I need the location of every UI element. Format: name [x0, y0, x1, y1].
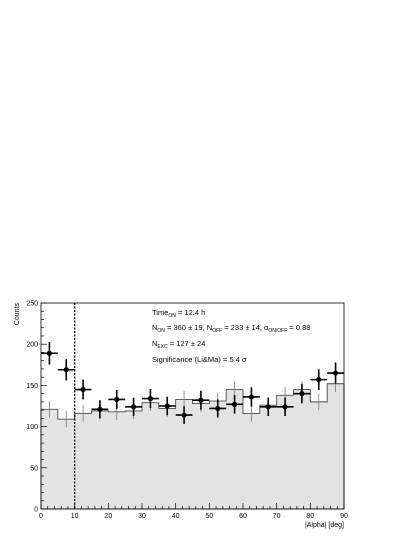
- on-marker: [198, 397, 204, 403]
- on-marker: [299, 391, 305, 397]
- on-data-point: [243, 387, 260, 407]
- on-marker: [181, 412, 187, 418]
- on-marker: [97, 406, 103, 412]
- on-data-point: [259, 397, 277, 416]
- annotation-time: TimeON = 12.4 h: [152, 308, 205, 319]
- on-data-point: [125, 397, 142, 416]
- x-tick-label: 10: [71, 513, 79, 520]
- y-axis-title: Counts: [14, 303, 21, 326]
- on-marker: [332, 370, 339, 376]
- on-data-point: [41, 341, 58, 365]
- y-tick-label: 150: [26, 383, 38, 390]
- x-tick-label: 80: [306, 513, 314, 520]
- off-histogram-area: [40, 383, 345, 510]
- x-axis: 0 10 20 30 40 50 60 70 80 90: [39, 503, 348, 520]
- on-data-points: [41, 341, 344, 424]
- annotation-excess: NEXC = 127 ± 24: [152, 339, 205, 350]
- on-data-point: [57, 359, 75, 381]
- on-data-point: [108, 389, 126, 409]
- x-tick-label: 60: [239, 513, 247, 520]
- on-marker: [215, 405, 221, 412]
- off-histogram: [40, 375, 345, 510]
- stats-annotation: TimeON = 12.4 h NON = 360 ± 19, NOFF = 2…: [152, 308, 310, 364]
- on-data-point: [226, 395, 243, 414]
- on-marker: [130, 404, 137, 410]
- plot-frame: [40, 302, 345, 510]
- on-marker: [63, 367, 69, 373]
- y-tick-label: 50: [30, 465, 38, 472]
- on-data-point: [74, 379, 92, 400]
- y-tick-label: 250: [26, 301, 38, 308]
- x-axis-title: |Alpha| [deg]: [305, 522, 344, 529]
- y-tick-label: 100: [26, 424, 38, 431]
- x-tick-label: 90: [340, 513, 348, 520]
- on-marker: [164, 403, 170, 409]
- y-axis: 0 50 100 150 200 250: [26, 301, 47, 514]
- annotation-significance: Significance (Li&Ma) = 5.4 σ: [152, 355, 247, 364]
- on-data-point: [293, 383, 311, 404]
- on-data-point: [175, 406, 193, 424]
- on-data-point: [209, 399, 227, 418]
- on-data-point: [310, 369, 328, 390]
- annotation-counts: NON = 360 ± 19, NOFF = 233 ± 14, αON/OFF…: [152, 323, 310, 334]
- x-tick-label: 40: [172, 513, 180, 520]
- x-tick-label: 50: [205, 513, 213, 520]
- on-marker: [114, 396, 120, 403]
- on-marker: [282, 404, 288, 410]
- on-marker: [265, 404, 271, 410]
- on-marker: [80, 386, 86, 393]
- on-marker: [248, 394, 255, 400]
- on-marker: [231, 401, 238, 407]
- x-tick-label: 30: [138, 513, 146, 520]
- on-marker: [46, 350, 53, 356]
- y-tick-label: 200: [26, 342, 38, 349]
- on-data-point: [91, 400, 109, 419]
- on-data-point: [276, 397, 294, 416]
- on-data-point: [142, 389, 159, 409]
- on-data-point: [327, 362, 344, 384]
- on-data-point: [158, 396, 176, 416]
- on-marker: [147, 395, 154, 402]
- x-tick-label: 20: [104, 513, 112, 520]
- on-data-point: [192, 390, 210, 410]
- on-marker: [316, 377, 322, 383]
- x-tick-label: 0: [39, 513, 43, 520]
- x-tick-label: 70: [273, 513, 281, 520]
- y-tick-label: 0: [34, 507, 38, 514]
